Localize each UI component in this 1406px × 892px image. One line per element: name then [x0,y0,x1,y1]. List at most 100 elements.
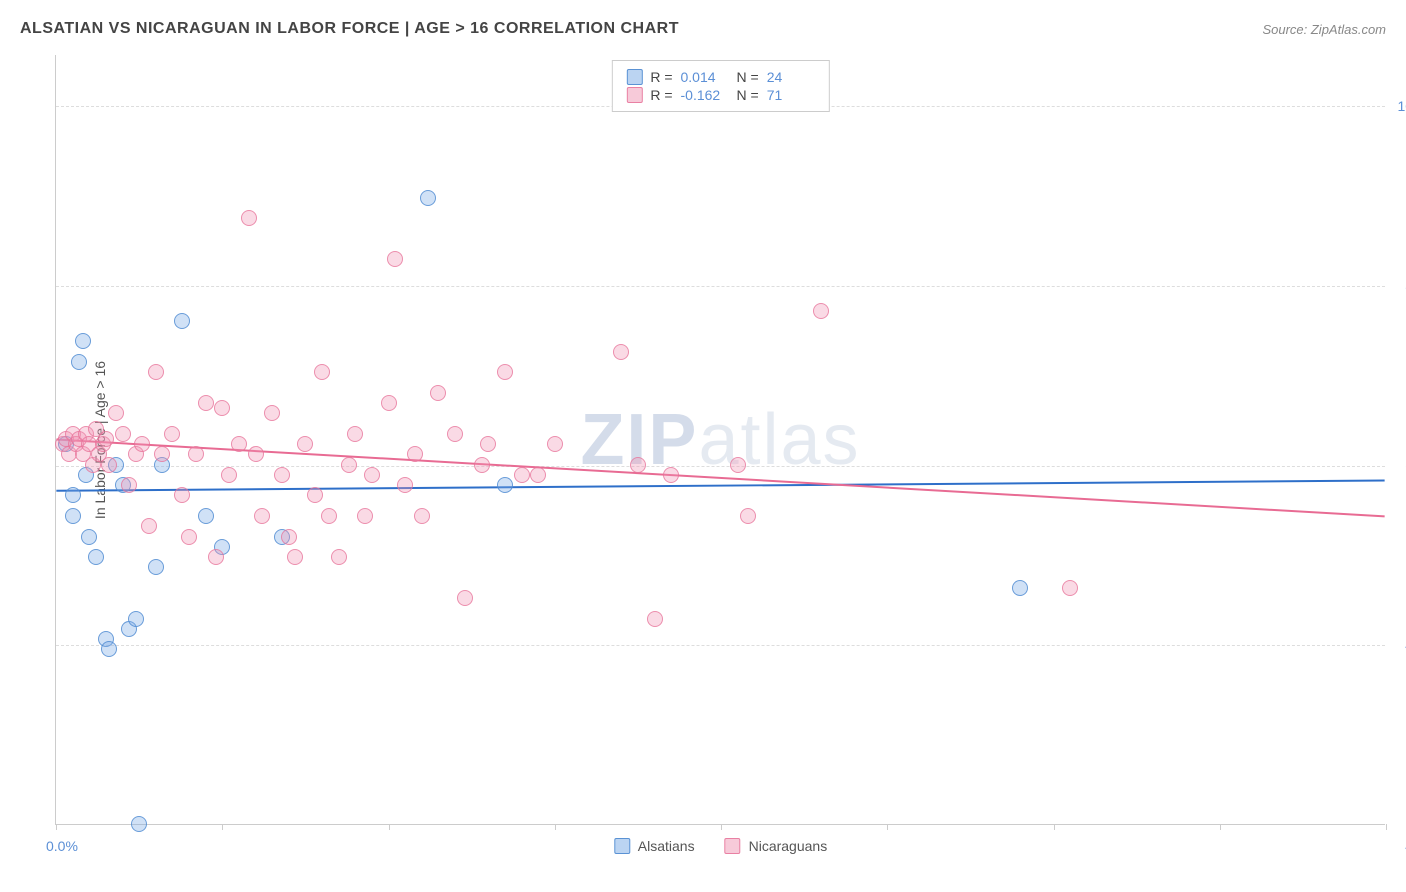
series-legend: Alsatians Nicaraguans [614,838,827,854]
n-value-b: 71 [767,87,815,103]
data-point [164,426,180,442]
gridline [56,286,1385,287]
data-point [254,508,270,524]
data-point [274,467,290,483]
data-point [101,641,117,657]
data-point [457,590,473,606]
data-point [314,364,330,380]
data-point [81,529,97,545]
data-point [480,436,496,452]
trend-line [56,481,1384,491]
data-point [65,508,81,524]
n-value-a: 24 [767,69,815,85]
x-tick [222,824,223,830]
data-point [1062,580,1078,596]
swatch-icon [626,69,642,85]
data-point [497,364,513,380]
data-point [198,508,214,524]
data-point [430,385,446,401]
data-point [131,816,147,832]
data-point [530,467,546,483]
data-point [231,436,247,452]
stats-row-alsatians: R = 0.014 N = 24 [626,69,814,85]
data-point [813,303,829,319]
data-point [630,457,646,473]
data-point [174,487,190,503]
legend-item-alsatians: Alsatians [614,838,695,854]
data-point [208,549,224,565]
data-point [71,354,87,370]
data-point [331,549,347,565]
data-point [730,457,746,473]
gridline [56,466,1385,467]
data-point [321,508,337,524]
x-tick [389,824,390,830]
data-point [148,559,164,575]
data-point [740,508,756,524]
data-point [214,400,230,416]
data-point [347,426,363,442]
data-point [647,611,663,627]
data-point [514,467,530,483]
data-point [154,446,170,462]
swatch-icon [614,838,630,854]
data-point [547,436,563,452]
data-point [115,426,131,442]
data-point [613,344,629,360]
data-point [297,436,313,452]
data-point [198,395,214,411]
swatch-icon [725,838,741,854]
data-point [1012,580,1028,596]
data-point [88,549,104,565]
x-tick [887,824,888,830]
data-point [407,446,423,462]
x-tick [56,824,57,830]
data-point [98,431,114,447]
x-axis-min-label: 0.0% [46,838,78,854]
data-point [397,477,413,493]
data-point [281,529,297,545]
data-point [357,508,373,524]
x-tick [555,824,556,830]
data-point [287,549,303,565]
stats-legend: R = 0.014 N = 24 R = -0.162 N = 71 [611,60,829,112]
data-point [148,364,164,380]
chart-header: ALSATIAN VS NICARAGUAN IN LABOR FORCE | … [20,20,1386,38]
stats-row-nicaraguans: R = -0.162 N = 71 [626,87,814,103]
x-tick [1054,824,1055,830]
r-value-a: 0.014 [681,69,729,85]
data-point [141,518,157,534]
trend-lines [56,55,1385,824]
y-tick-label: 100.0% [1398,98,1406,114]
legend-item-nicaraguans: Nicaraguans [725,838,828,854]
data-point [420,190,436,206]
data-point [497,477,513,493]
data-point [447,426,463,442]
data-point [474,457,490,473]
data-point [663,467,679,483]
x-tick [1220,824,1221,830]
data-point [387,251,403,267]
x-tick [1386,824,1387,830]
chart-title: ALSATIAN VS NICARAGUAN IN LABOR FORCE | … [20,20,679,38]
data-point [188,446,204,462]
data-point [264,405,280,421]
source-attribution: Source: ZipAtlas.com [1262,22,1386,37]
x-tick [721,824,722,830]
legend-label: Alsatians [638,838,695,854]
gridline [56,645,1385,646]
data-point [248,446,264,462]
data-point [128,611,144,627]
data-point [221,467,237,483]
data-point [364,467,380,483]
data-point [381,395,397,411]
data-point [181,529,197,545]
chart-plot-area: In Labor Force | Age > 16 ZIPatlas 47.5%… [55,55,1385,825]
swatch-icon [626,87,642,103]
data-point [134,436,150,452]
data-point [241,210,257,226]
data-point [75,333,91,349]
data-point [341,457,357,473]
data-point [101,457,117,473]
data-point [65,487,81,503]
